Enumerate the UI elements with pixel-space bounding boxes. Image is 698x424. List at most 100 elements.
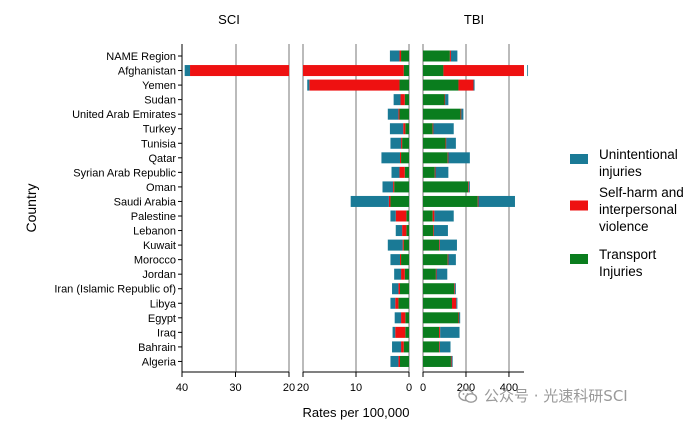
tbi-bar-selfharm (439, 239, 440, 251)
legend-swatch-transport (570, 254, 588, 264)
country-label: Lebanon (133, 226, 176, 238)
legend-swatch-selfharm (570, 200, 588, 211)
sci-bar-selfharm (398, 108, 400, 120)
tbi-bar-transport (423, 94, 445, 106)
sci-bar-transport (405, 326, 409, 338)
sci-bar-selfharm (309, 79, 400, 91)
tbi-bar-selfharm (443, 65, 524, 77)
country-label: Algeria (142, 356, 177, 368)
tbi-bar-transport (423, 254, 448, 266)
sci-bar-transport (399, 108, 409, 120)
country-label: Morocco (134, 255, 176, 267)
tbi-bar-unintentional (439, 239, 457, 251)
x-axis-label: Rates per 100,000 (303, 405, 410, 420)
country-label: Bahrain (138, 342, 176, 354)
sci-bar-transport (404, 166, 409, 178)
panel-title-tbi: TBI (464, 12, 484, 27)
wechat-icon (458, 388, 478, 403)
tbi-bar-transport (423, 137, 446, 149)
sci-bar-selfharm (393, 181, 395, 193)
sci-bar-selfharm (190, 65, 289, 77)
country-label: Egypt (148, 313, 176, 325)
tbi-bar-unintentional (456, 297, 458, 309)
tbi-bar-selfharm (477, 195, 479, 207)
tbi-bar-transport (423, 65, 444, 77)
tbi-bar-unintentional (439, 341, 451, 353)
tbi-bar-transport (423, 210, 433, 222)
sci-bar-selfharm (388, 195, 391, 207)
y-axis-label: Country (23, 183, 39, 232)
country-label: Jordan (142, 269, 176, 281)
tbi-bar-selfharm (439, 326, 441, 338)
tbi-bar-unintentional (454, 283, 456, 295)
sci-bar-selfharm (401, 137, 403, 149)
tbi-bar-transport (423, 108, 461, 120)
tbi-bar-unintentional (445, 94, 449, 106)
sci-bar-unintentional (390, 137, 402, 149)
sci-bar-selfharm (402, 225, 407, 237)
sci-bar-selfharm (401, 268, 405, 280)
country-label: Iraq (157, 327, 176, 339)
sci-bar-transport (406, 225, 409, 237)
tbi-bar-unintentional (461, 108, 464, 120)
country-label: Oman (146, 182, 176, 194)
sci-bar-transport (399, 283, 409, 295)
sci-bar-transport (394, 181, 409, 193)
legend-label-unintentional: injuries (599, 164, 642, 179)
tbi-bar-transport (423, 123, 433, 135)
tbi-bar-transport (423, 181, 469, 193)
tbi-bar-unintentional (434, 210, 454, 222)
sci-bar-unintentional (389, 123, 404, 135)
watermark: 公众号 · 光速科研SCI (458, 385, 628, 406)
sci-bar-transport (398, 297, 409, 309)
tbi-bar-selfharm (434, 166, 436, 178)
sci-bar-transport (405, 312, 409, 324)
country-label: Sudan (144, 95, 176, 107)
panel-title-sci: SCI (218, 12, 240, 27)
tbi-bar-transport (423, 341, 440, 353)
tbi-bar-unintentional (435, 166, 449, 178)
tbi-tick-label: 400 (500, 382, 518, 394)
country-label: United Arab Emirates (72, 109, 176, 121)
sci-bar-unintentional (390, 254, 400, 266)
legend-label-transport: Injuries (599, 264, 643, 279)
sci-bar-selfharm (398, 355, 400, 367)
tbi-bar-unintentional (433, 225, 448, 237)
sci-bar-unintentional (392, 326, 396, 338)
tbi-bar-selfharm (460, 108, 462, 120)
sci-bar-unintentional (392, 283, 399, 295)
sci-bar-unintentional (394, 312, 402, 324)
tbi-bar-transport (423, 312, 459, 324)
legend-label-selfharm: violence (599, 219, 649, 234)
sci-upper-tick-label: 40 (176, 382, 188, 394)
tbi-bar-transport (423, 79, 459, 91)
sci-bar-selfharm (399, 152, 402, 164)
sci-bar-unintentional (389, 50, 400, 62)
sci-bar-unintentional (392, 341, 402, 353)
tbi-bar-unintentional (448, 254, 456, 266)
country-labels: NAME Region Afghanistan Yemen Sudan United A… (54, 51, 177, 368)
sci-bar-unintentional (390, 210, 396, 222)
sci-bar-selfharm (400, 94, 405, 106)
tbi-bar-unintentional (446, 137, 456, 149)
sci-bar-selfharm (399, 166, 405, 178)
sci-bar-unintentional (382, 181, 394, 193)
legend-label-selfharm: Self-harm and (599, 185, 684, 200)
sci-bar-unintentional (390, 355, 399, 367)
tbi-bar-selfharm (445, 137, 447, 149)
sci-bar-unintentional (381, 152, 400, 164)
tbi-bar-transport (423, 297, 453, 309)
tbi-bar-selfharm (454, 283, 455, 295)
tbi-bar-unintentional (451, 355, 453, 367)
sci-bar-unintentional (391, 166, 400, 178)
sci-bar-transport (406, 210, 409, 222)
tbi-bar-transport (423, 326, 440, 338)
tbi-bar-transport (423, 268, 436, 280)
tbi-bar-transport (423, 152, 448, 164)
tbi-bar-selfharm (458, 312, 460, 324)
sci-bar-selfharm (401, 312, 406, 324)
sci-bar-unintentional (393, 94, 401, 106)
sci-bar-unintentional (184, 65, 191, 77)
sci-bar-transport (403, 341, 409, 353)
sci-bar-selfharm (401, 341, 404, 353)
